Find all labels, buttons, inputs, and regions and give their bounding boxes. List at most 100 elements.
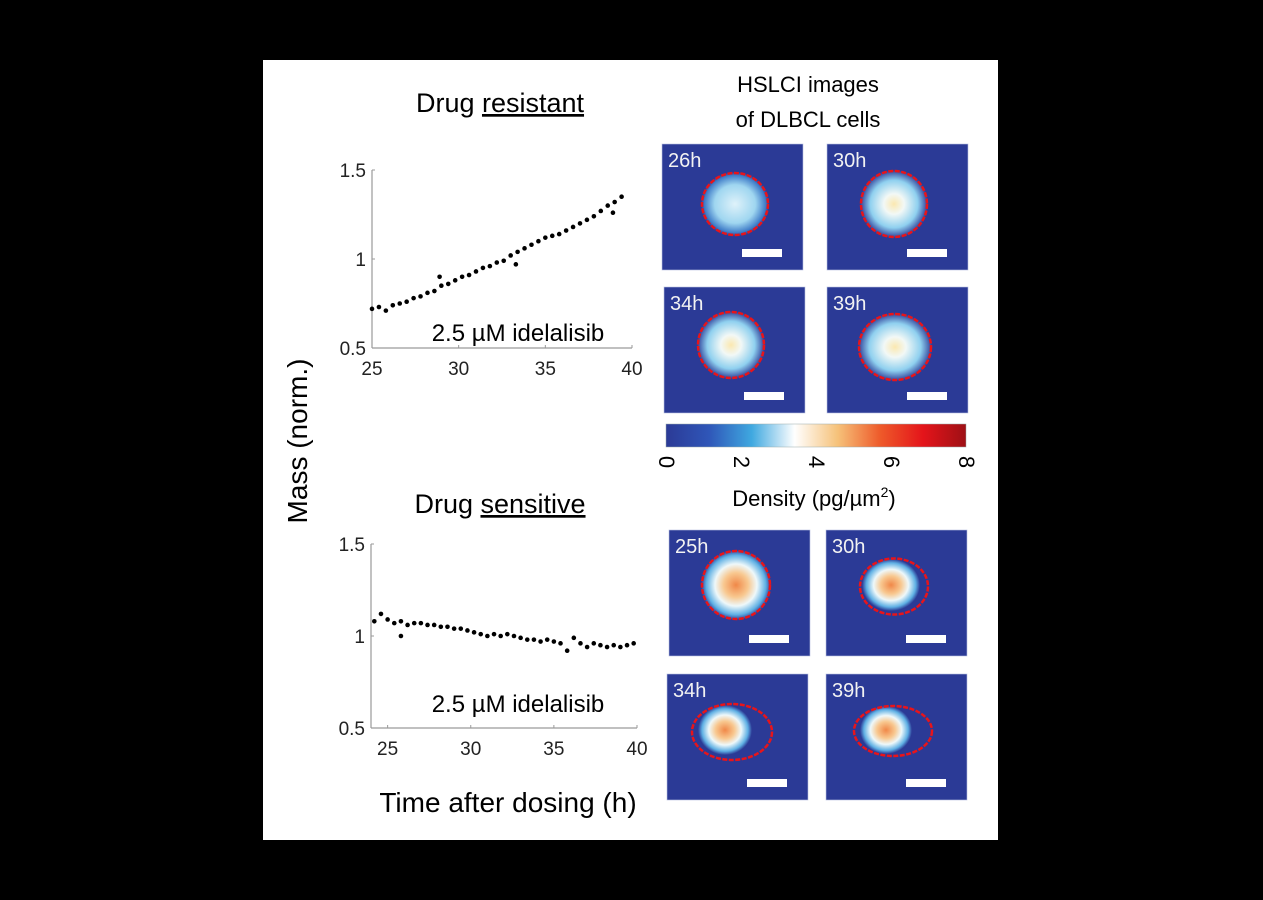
y-axis-label: Mass (norm.) — [282, 359, 313, 524]
time-label: 39h — [832, 680, 865, 702]
data-point — [391, 620, 397, 626]
data-point — [451, 626, 457, 631]
data-point — [425, 622, 430, 628]
cell-outline — [859, 169, 929, 239]
x-tick-label: 40 — [626, 739, 647, 760]
data-point — [578, 641, 583, 646]
cell-outline — [858, 557, 930, 616]
data-point — [437, 274, 442, 280]
data-point — [411, 620, 417, 626]
y-tick-label: 1.5 — [340, 161, 366, 182]
data-point — [619, 194, 624, 199]
cell-image: 34h — [663, 286, 806, 414]
x-tick-label: 35 — [535, 359, 556, 380]
scale-bar — [747, 779, 787, 787]
data-point — [598, 208, 604, 214]
scale-bar — [906, 635, 946, 643]
colorbar-tick-label: 0 — [654, 456, 679, 468]
data-point — [513, 262, 519, 267]
colorbar-label: Density (pg/µm2) — [732, 484, 896, 511]
data-point — [404, 299, 409, 305]
data-point — [398, 633, 404, 639]
title-underlined: resistant — [482, 88, 585, 118]
y-tick-label: 1 — [355, 250, 366, 271]
cell — [862, 559, 920, 611]
data-point — [411, 295, 416, 301]
data-point — [445, 624, 450, 630]
time-label: 25h — [675, 536, 708, 558]
cell-image: 25h — [668, 529, 811, 657]
chart-sensitive: Drug sensitive 25 30 35 40 0.5 1 1.5 2.5 µM id… — [339, 489, 648, 760]
data-point — [529, 242, 534, 248]
data-point — [378, 611, 384, 617]
time-label: 26h — [668, 150, 701, 172]
data-point — [611, 642, 617, 648]
data-point — [439, 283, 444, 289]
data-point — [383, 308, 389, 313]
data-point — [605, 203, 611, 208]
cell — [860, 170, 928, 238]
y-tick-label: 1 — [354, 627, 365, 648]
colorbar-gradient — [665, 423, 967, 448]
cell — [701, 550, 771, 620]
cell-outline — [700, 171, 770, 237]
chart-resistant: Drug resistant 25 30 35 40 0.5 1 1.5 2.5 µM id… — [340, 88, 643, 380]
time-label: 30h — [833, 150, 866, 172]
data-point — [598, 642, 603, 648]
data-point — [465, 628, 470, 633]
x-tick-label: 40 — [621, 359, 642, 380]
data-point — [498, 633, 503, 639]
data-point — [564, 648, 570, 654]
data-point — [538, 639, 543, 644]
data-point — [558, 641, 563, 646]
cell-outline — [696, 310, 766, 380]
cell — [698, 705, 752, 755]
chart-title: Drug resistant — [416, 88, 585, 118]
data-point — [466, 272, 472, 278]
data-point — [376, 304, 382, 310]
data-point — [418, 294, 423, 299]
colorbar-tick-label: 8 — [954, 456, 979, 468]
cell-image: 30h — [826, 143, 969, 271]
data-point — [445, 281, 451, 287]
y-tick-label: 1.5 — [339, 535, 365, 556]
scale-bar — [907, 392, 947, 400]
scale-bar — [906, 779, 946, 787]
colorbar-tick-label: 4 — [804, 456, 829, 468]
data-point — [418, 620, 424, 626]
cell-outline — [852, 704, 934, 758]
chart-title: Drug sensitive — [414, 489, 585, 519]
data-point — [563, 228, 569, 233]
cell-outline — [690, 702, 774, 762]
data-point — [491, 631, 497, 637]
data-point — [390, 302, 396, 308]
data-point — [452, 278, 458, 283]
scale-bar — [749, 635, 789, 643]
cell — [697, 311, 765, 379]
y-tick-label: 0.5 — [340, 339, 366, 360]
data-point — [397, 301, 403, 306]
colorbar-tick-label: 6 — [879, 456, 904, 468]
data-point — [473, 269, 479, 274]
cell — [860, 706, 912, 754]
data-point — [438, 624, 444, 630]
data-point — [494, 260, 500, 265]
colorbar: 0 2 4 6 8 Density (pg/µm2) — [654, 423, 979, 511]
data-point — [624, 642, 630, 648]
x-tick-label: 25 — [377, 739, 398, 760]
y-tick-label: 0.5 — [339, 719, 365, 740]
cell-image: 39h — [825, 673, 968, 801]
x-tick-label: 25 — [361, 359, 382, 380]
data-point — [618, 644, 623, 650]
images-title: of DLBCL cells — [736, 107, 881, 132]
x-tick-label: 35 — [543, 739, 564, 760]
data-point — [485, 633, 490, 639]
data-point — [570, 224, 576, 230]
scale-bar — [744, 392, 784, 400]
data-point — [584, 644, 590, 650]
data-point — [425, 290, 430, 296]
annotation: 2.5 µM idelalisib — [432, 320, 605, 347]
cell-outline — [857, 312, 933, 382]
time-label: 34h — [670, 293, 703, 315]
